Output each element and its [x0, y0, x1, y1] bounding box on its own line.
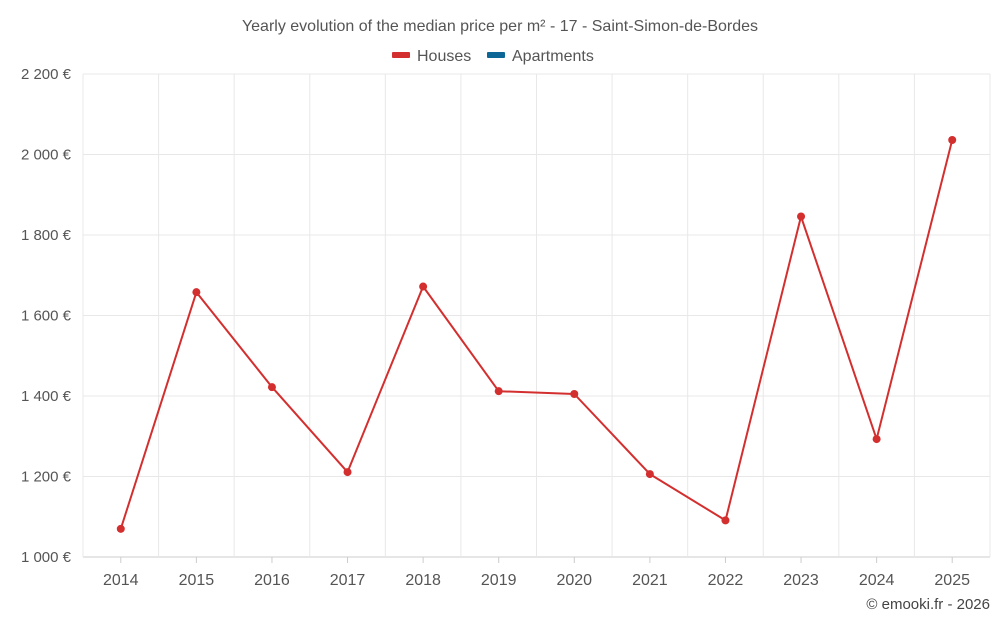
data-point-houses-2024[interactable] [872, 435, 881, 444]
x-tick-label: 2023 [783, 572, 819, 589]
x-tick-label: 2014 [103, 572, 139, 589]
legend-swatch-apartments [487, 52, 505, 58]
legend-label-houses: Houses [417, 48, 471, 65]
data-point-houses-2018[interactable] [419, 282, 428, 291]
data-point-houses-2016[interactable] [267, 383, 276, 392]
x-axis-ticks: 2014 2015 2016 2017 2018 2019 2020 2021 2022 2023… [103, 557, 970, 589]
data-point-houses-2023[interactable] [797, 212, 806, 221]
y-tick-label: 1 200 € [21, 469, 72, 486]
series-line-houses [119, 139, 954, 530]
legend-label-apartments: Apartments [512, 48, 594, 65]
x-tick-label: 2016 [254, 572, 290, 589]
credit-text: © emooki.fr - 2026 [866, 596, 990, 613]
legend: Houses Apartments [392, 48, 594, 65]
data-point-houses-2020[interactable] [570, 389, 579, 398]
y-tick-label: 2 200 € [21, 66, 72, 83]
data-point-houses-2014[interactable] [116, 524, 125, 533]
y-tick-label: 1 800 € [21, 227, 72, 244]
y-tick-label: 1 600 € [21, 308, 72, 325]
chart-title: Yearly evolution of the median price per… [242, 18, 758, 35]
x-tick-label: 2021 [632, 572, 668, 589]
series-group [116, 136, 957, 533]
x-tick-label: 2025 [934, 572, 970, 589]
data-point-houses-2017[interactable] [343, 468, 352, 477]
grid-lines [82, 73, 991, 558]
data-point-houses-2021[interactable] [645, 470, 654, 479]
x-tick-label: 2022 [708, 572, 744, 589]
y-tick-label: 2 000 € [21, 147, 72, 164]
data-point-houses-2015[interactable] [192, 288, 201, 297]
data-point-houses-2022[interactable] [721, 516, 730, 525]
legend-swatch-houses [392, 52, 410, 58]
legend-item-houses[interactable]: Houses [392, 48, 471, 65]
x-tick-label: 2017 [330, 572, 366, 589]
y-axis-ticks: 1 000 € 1 200 € 1 400 € 1 600 € 1 800 € 2 000… [21, 66, 72, 566]
x-tick-label: 2024 [859, 572, 895, 589]
x-tick-label: 2015 [179, 572, 215, 589]
data-point-houses-2019[interactable] [494, 387, 503, 396]
x-tick-label: 2019 [481, 572, 517, 589]
y-tick-label: 1 000 € [21, 549, 72, 566]
y-tick-label: 1 400 € [21, 388, 72, 405]
legend-item-apartments[interactable]: Apartments [487, 48, 594, 65]
x-tick-label: 2020 [556, 572, 592, 589]
x-tick-label: 2018 [405, 572, 441, 589]
data-point-houses-2025[interactable] [948, 136, 957, 145]
